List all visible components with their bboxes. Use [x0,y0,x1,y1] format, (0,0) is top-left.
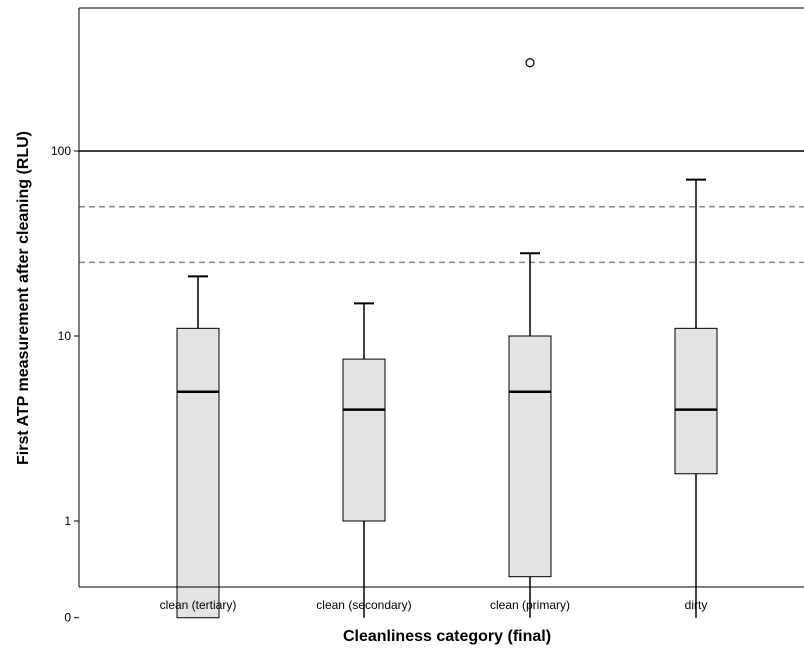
x-category-label: dirty [685,598,708,612]
y-ticks: 0 1 10 100 [51,144,79,625]
box-iqr [342,358,386,522]
y-tick-label: 1 [64,514,71,528]
x-category-label: clean (primary) [490,598,570,612]
y-tick-label: 10 [58,329,72,343]
box-group [674,178,718,618]
reference-lines [79,150,804,264]
y-tick-label: 0 [64,611,71,625]
outlier-point [525,58,535,68]
box-group [508,58,552,618]
box-iqr [176,327,220,619]
box-group [176,275,220,619]
x-category-label: clean (tertiary) [160,598,237,612]
box-group [342,302,386,618]
x-axis-title: Cleanliness category (final) [343,628,551,645]
boxes [176,58,718,619]
x-category-label: clean (secondary) [316,598,411,612]
x-category-labels: clean (tertiary) clean (secondary) clean (… [160,598,708,612]
y-axis-title: First ATP measurement after cleaning (RL… [15,131,32,465]
axes [78,7,804,588]
y-tick-label: 100 [51,144,71,158]
box-iqr [508,335,552,578]
box-iqr [674,327,718,475]
